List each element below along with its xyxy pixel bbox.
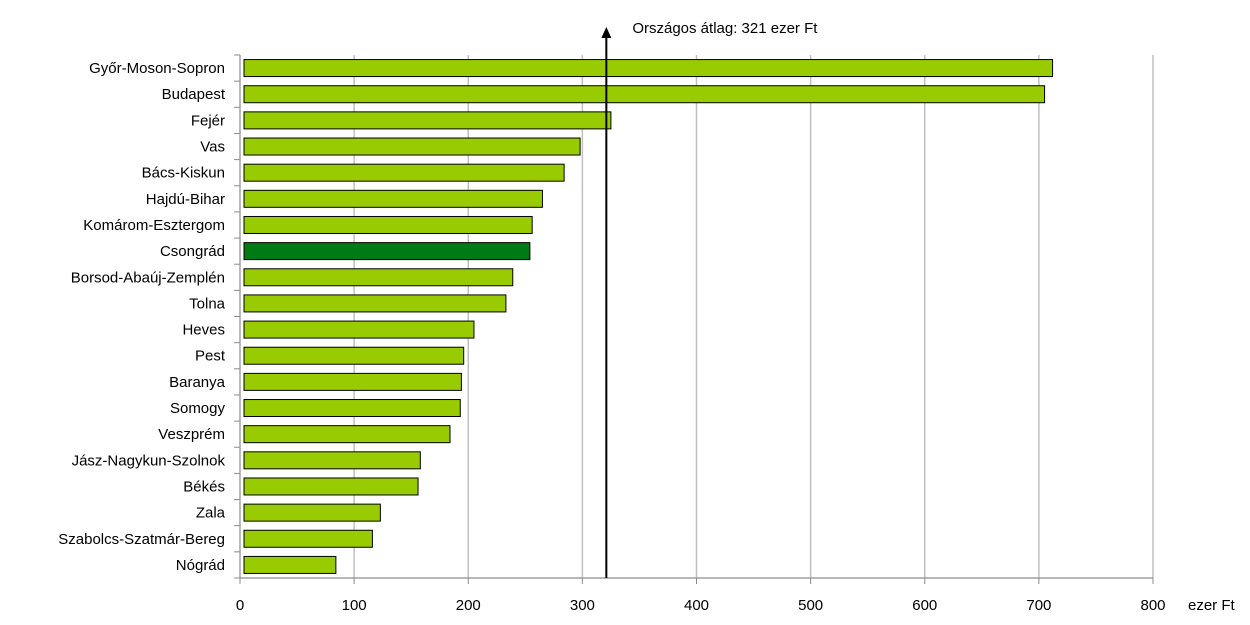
bar	[243, 503, 381, 522]
bar	[243, 320, 475, 339]
x-tick-label: 300	[570, 597, 595, 614]
x-tick-label: 200	[456, 597, 481, 614]
category-label: Nógrád	[176, 557, 225, 574]
category-label: Bács-Kiskun	[142, 165, 225, 182]
axes	[234, 54, 1154, 584]
bar	[243, 189, 543, 208]
bar	[243, 555, 337, 574]
bar	[243, 137, 581, 156]
category-label: Győr-Moson-Sopron	[89, 60, 225, 77]
bar	[243, 451, 421, 470]
bar	[243, 294, 507, 313]
x-tick-label: 500	[798, 597, 823, 614]
average-arrowhead	[601, 27, 612, 38]
category-label: Tolna	[189, 295, 226, 312]
category-labels: Győr-Moson-Sopron Budapest Fejér Vas Bács-Ki…	[58, 60, 226, 574]
category-label: Pest	[195, 348, 226, 365]
bar	[243, 242, 531, 261]
bar	[243, 268, 514, 287]
bar	[243, 163, 565, 182]
category-label: Vas	[200, 139, 225, 156]
bar	[243, 346, 465, 365]
x-tick-label: 0	[236, 597, 244, 614]
bar	[243, 59, 1054, 78]
average-reference: Országos átlag: 321 ezer Ft	[601, 20, 818, 578]
bar	[243, 111, 612, 130]
category-label: Csongrád	[160, 243, 225, 260]
bar	[243, 425, 451, 444]
category-label: Komárom-Esztergom	[83, 217, 225, 234]
bar	[243, 477, 419, 496]
bar	[243, 372, 462, 391]
bar	[243, 399, 461, 418]
x-tick-label: 100	[342, 597, 367, 614]
bars	[243, 59, 1054, 574]
x-tick-label: 700	[1026, 597, 1051, 614]
average-label: Országos átlag: 321 ezer Ft	[632, 20, 818, 37]
x-tick-labels: 0 100 200 300 400 500 600 700 800	[236, 597, 1166, 614]
bar	[243, 215, 533, 234]
category-label: Hajdú-Bihar	[146, 191, 225, 208]
x-tick-label: 600	[912, 597, 937, 614]
bar	[243, 85, 1046, 104]
category-label: Budapest	[162, 86, 226, 103]
category-label: Zala	[196, 505, 226, 522]
category-label: Szabolcs-Szatmár-Bereg	[58, 531, 225, 548]
grid-lines	[353, 55, 1154, 578]
category-label: Heves	[182, 322, 225, 339]
x-unit-label: ezer Ft	[1188, 597, 1236, 614]
category-label: Békés	[183, 478, 225, 495]
category-label: Veszprém	[158, 426, 225, 443]
category-label: Jász-Nagykun-Szolnok	[72, 452, 226, 469]
category-label: Fejér	[191, 112, 225, 129]
category-label: Baranya	[169, 374, 226, 391]
category-label: Somogy	[170, 400, 226, 417]
category-label: Borsod-Abaúj-Zemplén	[71, 269, 225, 286]
x-tick-label: 400	[684, 597, 709, 614]
bar	[243, 529, 373, 548]
x-tick-label: 800	[1140, 597, 1165, 614]
